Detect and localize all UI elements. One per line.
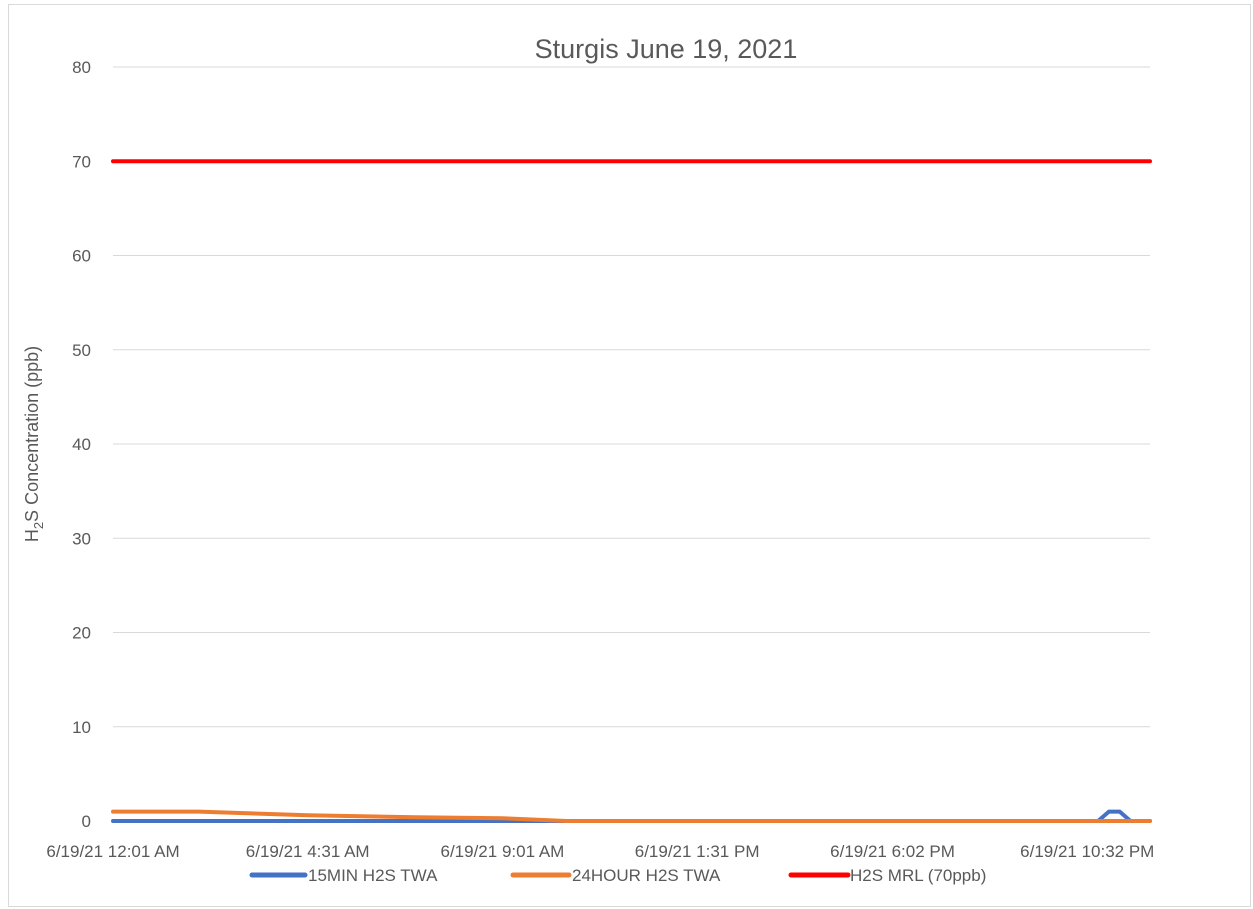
y-tick-label-30: 30 bbox=[72, 529, 91, 548]
series-lines bbox=[111, 159, 1152, 823]
series-line-1 bbox=[111, 809, 1152, 823]
x-tick-label-2: 6/19/21 9:01 AM bbox=[441, 842, 565, 861]
y-tick-label-40: 40 bbox=[72, 435, 91, 454]
chart-frame bbox=[8, 4, 1251, 907]
x-tick-label-5: 6/19/21 10:32 PM bbox=[1020, 842, 1154, 861]
legend: 15MIN H2S TWA 24HOUR H2S TWA H2S MRL (70pp… bbox=[249, 866, 986, 885]
x-tick-label-0: 6/19/21 12:01 AM bbox=[46, 842, 179, 861]
x-axis-ticks: 6/19/21 12:01 AM 6/19/21 4:31 AM 6/19/21 9… bbox=[46, 842, 1154, 861]
y-tick-label-20: 20 bbox=[72, 624, 91, 643]
y-axis-label-sub: 2 bbox=[31, 522, 46, 529]
legend-label-0: 15MIN H2S TWA bbox=[308, 866, 438, 885]
gridlines bbox=[113, 66, 1150, 822]
legend-label-1: 24HOUR H2S TWA bbox=[572, 866, 721, 885]
y-tick-label-60: 60 bbox=[72, 247, 91, 266]
y-tick-label-0: 0 bbox=[82, 812, 91, 831]
x-tick-label-1: 6/19/21 4:31 AM bbox=[246, 842, 370, 861]
y-axis-label-post: S Concentration (ppb) bbox=[22, 346, 42, 522]
y-axis-ticks: 0 10 20 30 40 50 60 70 80 bbox=[72, 58, 91, 831]
x-tick-label-4: 6/19/21 6:02 PM bbox=[830, 842, 955, 861]
x-tick-label-3: 6/19/21 1:31 PM bbox=[635, 842, 760, 861]
legend-label-2: H2S MRL (70ppb) bbox=[850, 866, 986, 885]
y-axis-label-pre: H bbox=[22, 529, 42, 542]
y-tick-label-70: 70 bbox=[72, 152, 91, 171]
chart-title: Sturgis June 19, 2021 bbox=[535, 34, 798, 64]
y-tick-label-50: 50 bbox=[72, 341, 91, 360]
y-tick-label-80: 80 bbox=[72, 58, 91, 77]
y-axis-label: H2S Concentration (ppb) bbox=[22, 346, 46, 542]
y-tick-label-10: 10 bbox=[72, 718, 91, 737]
